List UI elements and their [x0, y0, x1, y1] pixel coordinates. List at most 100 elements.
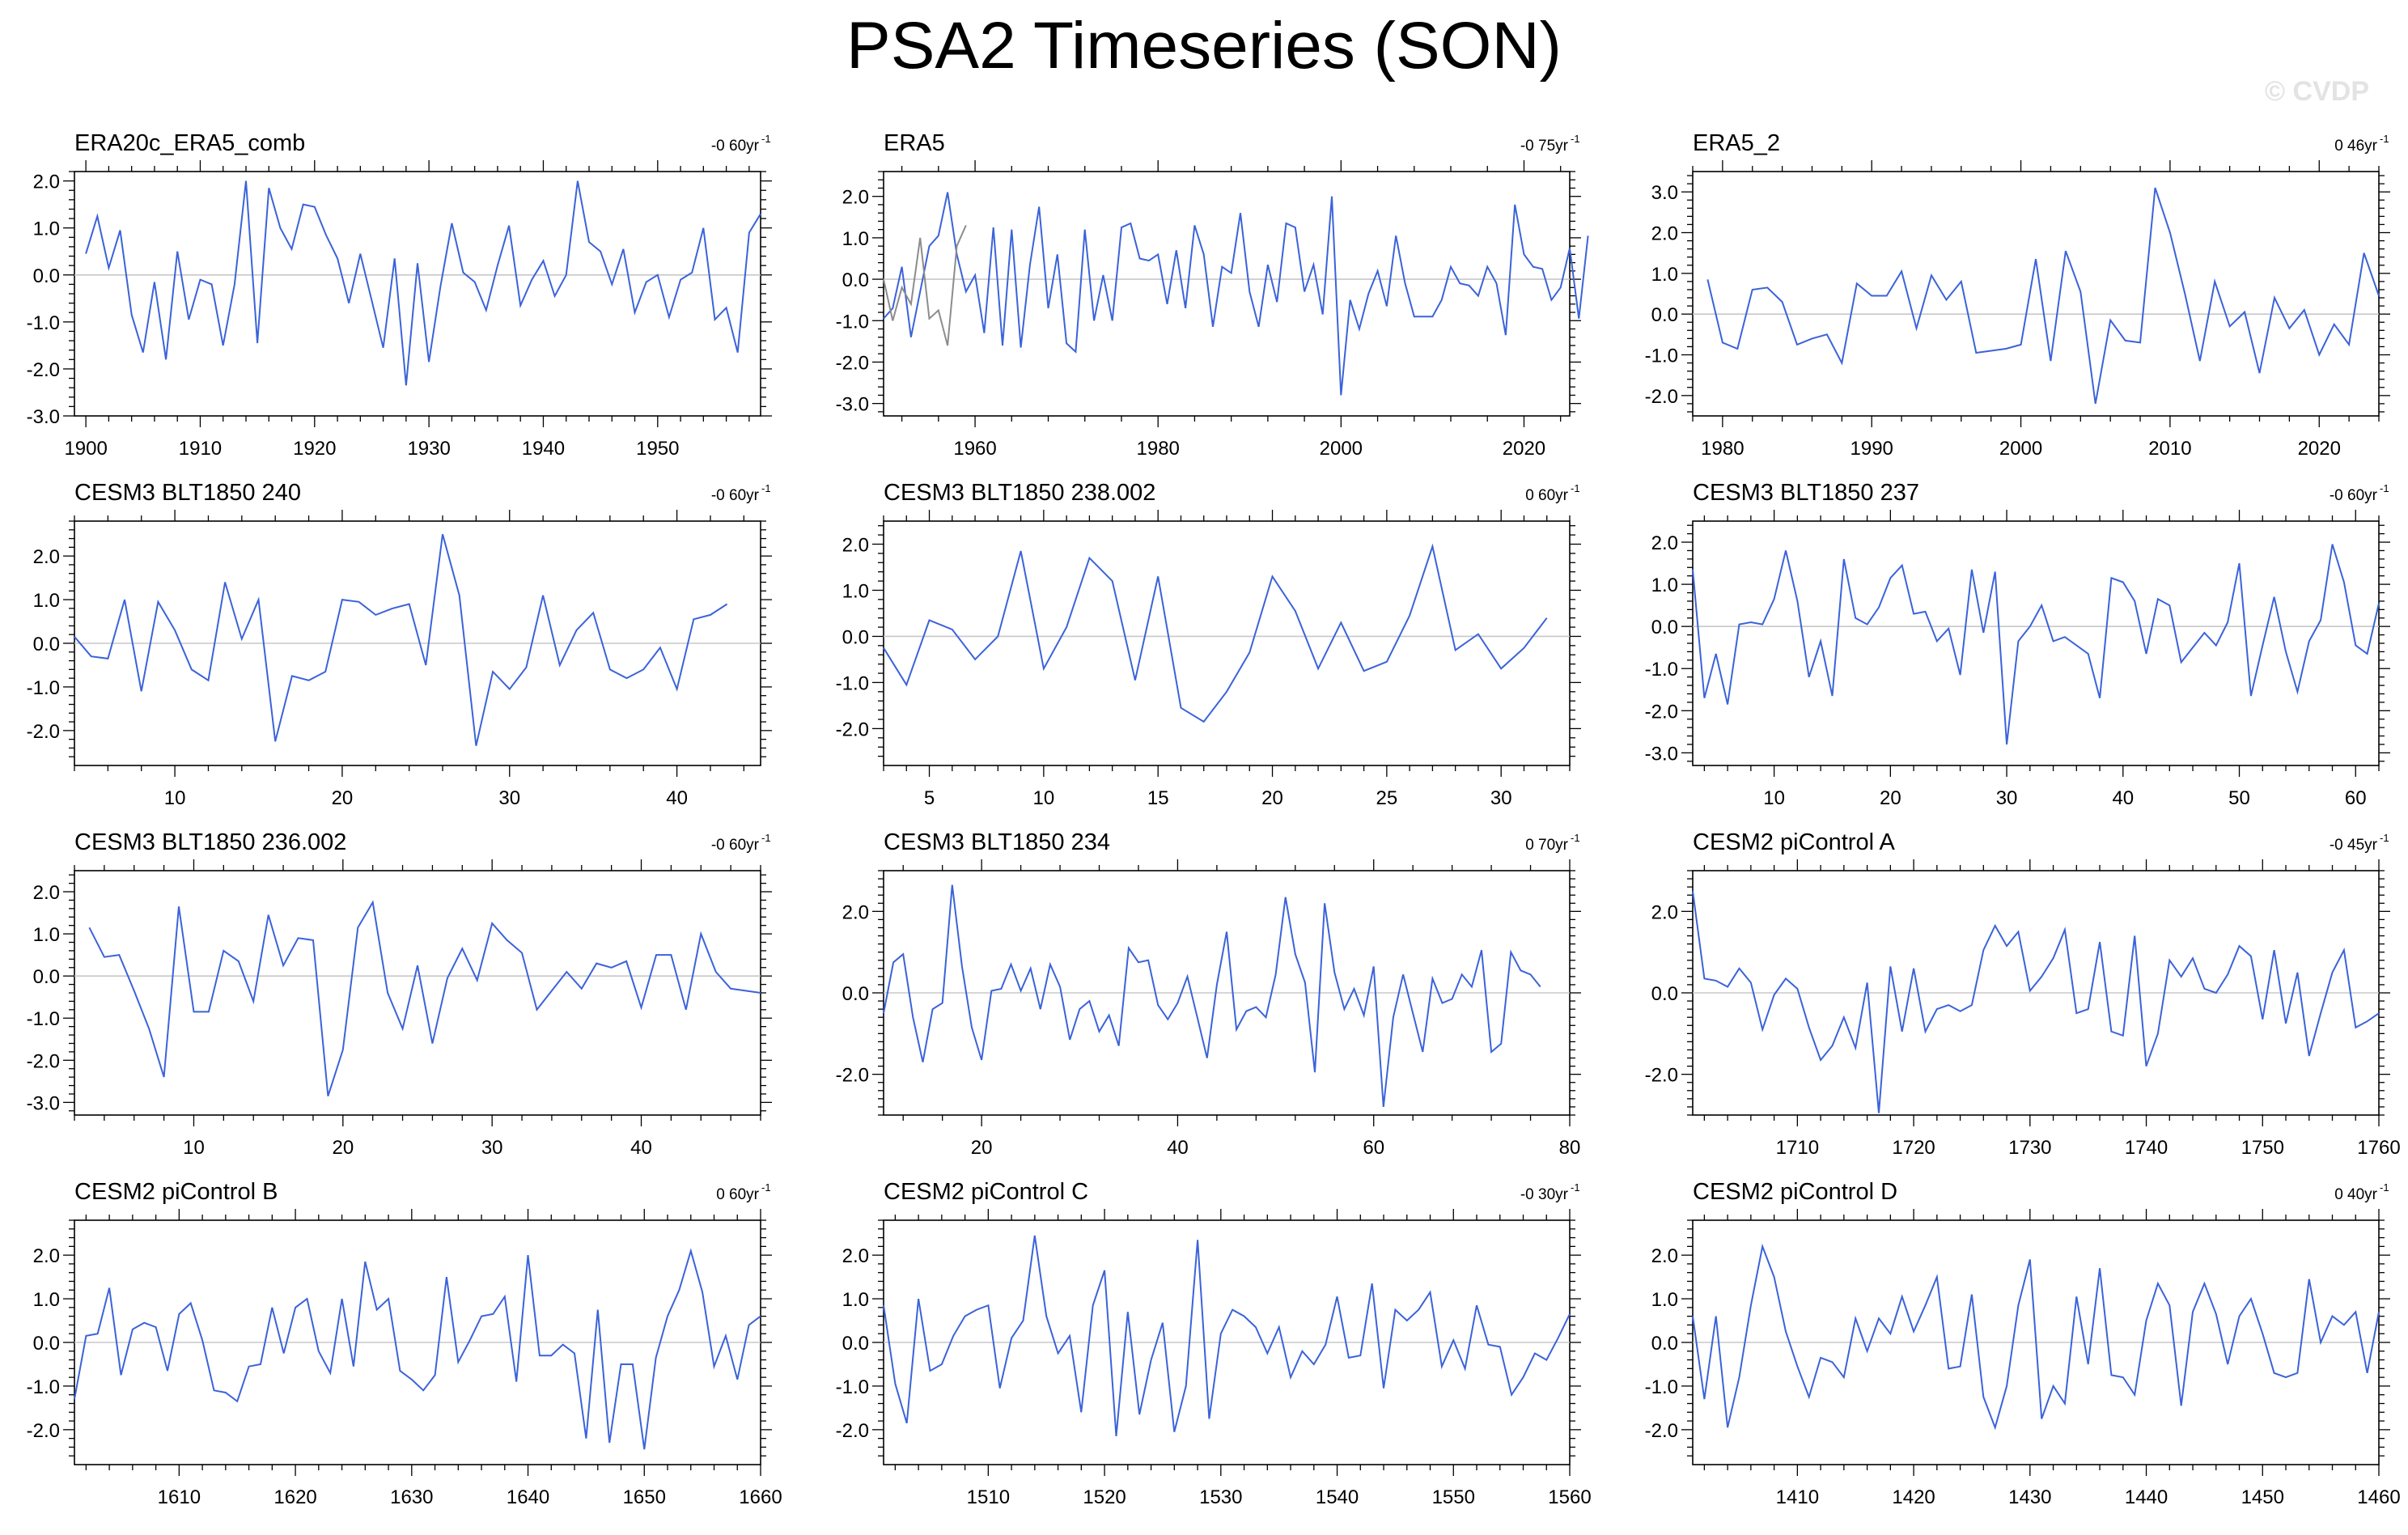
y-tick-label: -2.0: [836, 352, 869, 374]
y-tick-label: 0.0: [33, 1333, 60, 1355]
panel-2: ERA5 -0 75yr -1 -3.0 -2.0 -1.0 0.0 1.0 2.0 1960 19…: [836, 130, 1589, 460]
y-tick-label: -2.0: [27, 1050, 60, 1072]
plot-frame: [1692, 171, 2380, 417]
x-tick-label: 2000: [1999, 438, 2042, 460]
x-tick-label: 25: [1376, 787, 1398, 809]
x-tick-label: 20: [971, 1137, 993, 1159]
panel-8: CESM3 BLT1850 234 0 70yr -1 -2.0 0.0 2.0 20 40 6…: [836, 829, 1581, 1159]
x-tick-label: 15: [1147, 787, 1169, 809]
plot-frame: [883, 171, 1571, 417]
y-tick-label: 0.0: [842, 983, 869, 1005]
panel-title: CESM2 piControl C: [884, 1179, 1088, 1205]
y-tick-label: 0.0: [33, 634, 60, 655]
y-tick-label: -2.0: [1645, 1420, 1678, 1442]
y-tick-label: -3.0: [1645, 743, 1678, 765]
series-line: [1706, 187, 2380, 405]
x-tick-label: 2000: [1320, 438, 1363, 460]
y-tick-label: 0.0: [1651, 1333, 1678, 1355]
y-tick-label: 2.0: [33, 172, 60, 193]
y-tick-label: -1.0: [1645, 1376, 1678, 1398]
y-tick-label: -2.0: [27, 359, 60, 381]
x-tick-label: 1430: [2008, 1486, 2051, 1508]
x-tick-label: 1640: [507, 1486, 549, 1508]
y-tick-label: 0.0: [1651, 304, 1678, 326]
y-tick-label: 2.0: [1651, 532, 1678, 554]
y-tick-label: -2.0: [27, 721, 60, 743]
x-tick-label: 1910: [179, 438, 222, 460]
x-tick-label: 1940: [522, 438, 565, 460]
y-tick-label: 2.0: [842, 534, 869, 556]
x-tick-label: 1450: [2241, 1486, 2284, 1508]
y-tick-label: 1.0: [33, 218, 60, 240]
series-line: [1692, 891, 2380, 1113]
x-tick-label: 2020: [1503, 438, 1545, 460]
y-tick-label: 1.0: [33, 924, 60, 946]
trend-exponent: -1: [1571, 133, 1580, 145]
series-line: [1692, 1243, 2380, 1431]
y-tick-label: -2.0: [836, 719, 869, 740]
x-tick-label: 1930: [407, 438, 450, 460]
y-tick-label: 1.0: [33, 1289, 60, 1311]
x-tick-label: 20: [332, 787, 354, 809]
panel-title: CESM3 BLT1850 238.002: [884, 480, 1155, 506]
y-tick-label: -2.0: [1645, 701, 1678, 723]
panel-5: CESM3 BLT1850 238.002 0 60yr -1 -2.0 -1.0 0.0…: [836, 480, 1581, 809]
series-line: [74, 533, 728, 746]
y-tick-label: 1.0: [842, 228, 869, 250]
trend-label: -0 30yr: [1520, 1186, 1569, 1203]
x-tick-label: 1440: [2125, 1486, 2168, 1508]
y-tick-label: -2.0: [27, 1420, 60, 1442]
series-line: [88, 900, 761, 1096]
trend-label: 0 70yr: [1525, 837, 1568, 854]
x-tick-label: 1520: [1083, 1486, 1126, 1508]
panel-12: CESM2 piControl D 0 40yr -1 -2.0 -1.0 0.0 1.0 2…: [1645, 1179, 2401, 1508]
y-tick-label: -3.0: [27, 1092, 60, 1114]
trend-exponent: -1: [761, 133, 771, 145]
y-tick-label: 0.0: [33, 966, 60, 988]
y-tick-label: -1.0: [836, 311, 869, 333]
x-tick-label: 1610: [158, 1486, 201, 1508]
panel-title: ERA5: [884, 130, 945, 156]
panel-title: CESM3 BLT1850 240: [74, 480, 301, 506]
y-tick-label: 1.0: [1651, 1289, 1678, 1311]
x-tick-label: 1730: [2008, 1137, 2051, 1159]
y-tick-label: 0.0: [1651, 617, 1678, 638]
x-tick-label: 1540: [1316, 1486, 1359, 1508]
trend-label: -0 60yr: [711, 138, 760, 155]
x-tick-label: 1460: [2357, 1486, 2400, 1508]
x-tick-label: 1980: [1701, 438, 1744, 460]
x-tick-label: 1630: [390, 1486, 433, 1508]
x-tick-label: 1950: [636, 438, 679, 460]
y-tick-label: -2.0: [836, 1065, 869, 1087]
x-tick-label: 10: [1763, 787, 1785, 809]
y-tick-label: 0.0: [842, 269, 869, 291]
y-tick-label: 1.0: [842, 580, 869, 602]
panel-1: ERA20c_ERA5_comb -0 60yr -1 -3.0 -2.0 -1.0 0.0…: [27, 130, 772, 460]
y-tick-label: 2.0: [842, 901, 869, 923]
x-tick-label: 1660: [739, 1486, 782, 1508]
page-title: PSA2 Timeseries (SON): [846, 9, 1562, 83]
x-tick-label: 5: [924, 787, 935, 809]
trend-exponent: -1: [2380, 482, 2389, 494]
y-tick-label: 0.0: [842, 626, 869, 648]
y-tick-label: -2.0: [1645, 386, 1678, 408]
x-tick-label: 10: [1033, 787, 1055, 809]
panel-title: CESM3 BLT1850 234: [884, 829, 1110, 855]
y-tick-label: -1.0: [27, 1376, 60, 1398]
trend-label: 0 46yr: [2334, 138, 2377, 155]
trend-exponent: -1: [2380, 832, 2389, 844]
series-line: [74, 1248, 761, 1450]
panel-7: CESM3 BLT1850 236.002 -0 60yr -1 -3.0 -2.0 -1…: [27, 829, 772, 1159]
y-tick-label: 1.0: [1651, 264, 1678, 286]
x-tick-label: 1740: [2125, 1137, 2168, 1159]
y-tick-label: -1.0: [836, 1376, 869, 1398]
series-line: [85, 180, 761, 386]
y-tick-label: 2.0: [33, 882, 60, 904]
panel-6: CESM3 BLT1850 237 -0 60yr -1 -3.0 -2.0 -1.0 0.…: [1645, 480, 2390, 809]
x-tick-label: 1750: [2241, 1137, 2284, 1159]
x-tick-label: 1560: [1548, 1486, 1591, 1508]
x-tick-label: 1720: [1892, 1137, 1935, 1159]
trend-exponent: -1: [2380, 133, 2389, 145]
panel-title: CESM2 piControl D: [1693, 1179, 1897, 1205]
